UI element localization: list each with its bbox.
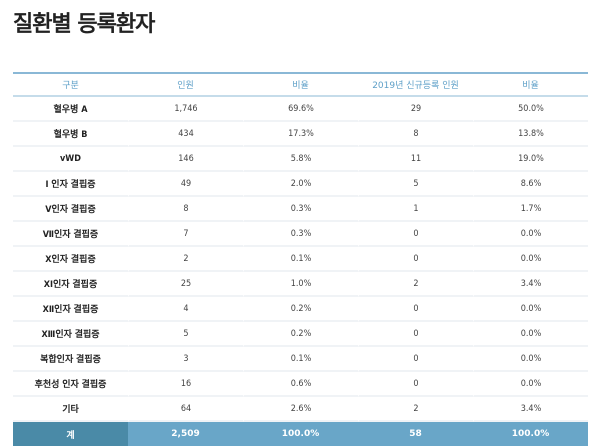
row-new-ratio: 3.4% (473, 397, 588, 422)
row-new-count: 0 (358, 222, 473, 247)
row-new-ratio: 0.0% (473, 247, 588, 272)
row-new-count: 29 (358, 97, 473, 122)
table-row: vWD 146 5.8% 11 19.0% (13, 147, 588, 172)
table-row: 후천성 인자 결핍증 16 0.6% 0 0.0% (13, 372, 588, 397)
total-new-count: 58 (358, 422, 473, 446)
row-new-count: 0 (358, 347, 473, 372)
patients-by-disease-table: 구분 인원 비율 2019년 신규등록 인원 비율 혈우병 A 1,746 69.6… (13, 72, 588, 446)
header-new-2019-count: 2019년 신규등록 인원 (358, 72, 473, 97)
row-ratio: 2.0% (243, 172, 358, 197)
row-new-ratio: 1.7% (473, 197, 588, 222)
row-new-count: 0 (358, 247, 473, 272)
row-category: ⅩⅡ인자 결핍증 (13, 297, 128, 322)
row-new-count: 0 (358, 372, 473, 397)
row-count: 4 (128, 297, 243, 322)
row-new-ratio: 50.0% (473, 97, 588, 122)
row-new-count: 0 (358, 297, 473, 322)
row-new-ratio: 13.8% (473, 122, 588, 147)
table-row: 혈우병 A 1,746 69.6% 29 50.0% (13, 97, 588, 122)
table-header-row: 구분 인원 비율 2019년 신규등록 인원 비율 (13, 72, 588, 97)
row-count: 434 (128, 122, 243, 147)
row-new-count: 1 (358, 197, 473, 222)
table-row: ⅩⅠ인자 결핍증 25 1.0% 2 3.4% (13, 272, 588, 297)
row-ratio: 0.1% (243, 347, 358, 372)
row-ratio: 0.6% (243, 372, 358, 397)
row-new-count: 11 (358, 147, 473, 172)
row-count: 1,746 (128, 97, 243, 122)
header-count: 인원 (128, 72, 243, 97)
row-ratio: 17.3% (243, 122, 358, 147)
row-new-ratio: 0.0% (473, 297, 588, 322)
row-ratio: 2.6% (243, 397, 358, 422)
row-category: ⅩⅠ인자 결핍증 (13, 272, 128, 297)
row-count: 5 (128, 322, 243, 347)
row-new-ratio: 8.6% (473, 172, 588, 197)
table-row: Ⅶ인자 결핍증 7 0.3% 0 0.0% (13, 222, 588, 247)
row-new-ratio: 19.0% (473, 147, 588, 172)
row-new-count: 2 (358, 397, 473, 422)
table-row: Ⅹ인자 결핍증 2 0.1% 0 0.0% (13, 247, 588, 272)
table-row: 복합인자 결핍증 3 0.1% 0 0.0% (13, 347, 588, 372)
row-new-ratio: 0.0% (473, 222, 588, 247)
row-ratio: 0.2% (243, 322, 358, 347)
row-category: 후천성 인자 결핍증 (13, 372, 128, 397)
header-new-ratio: 비율 (473, 72, 588, 97)
row-ratio: 69.6% (243, 97, 358, 122)
table-row: 기타 64 2.6% 2 3.4% (13, 397, 588, 422)
row-category: ⅩⅢ인자 결핍증 (13, 322, 128, 347)
table-row: ⅩⅡ인자 결핍증 4 0.2% 0 0.0% (13, 297, 588, 322)
row-new-ratio: 0.0% (473, 372, 588, 397)
row-ratio: 0.1% (243, 247, 358, 272)
total-label: 계 (13, 422, 128, 446)
total-new-ratio: 100.0% (473, 422, 588, 446)
row-category: 혈우병 B (13, 122, 128, 147)
row-count: 3 (128, 347, 243, 372)
table-row: Ⅴ인자 결핍증 8 0.3% 1 1.7% (13, 197, 588, 222)
row-category: Ⅴ인자 결핍증 (13, 197, 128, 222)
row-category: 기타 (13, 397, 128, 422)
row-new-count: 5 (358, 172, 473, 197)
row-category: Ⅹ인자 결핍증 (13, 247, 128, 272)
table-row: ⅩⅢ인자 결핍증 5 0.2% 0 0.0% (13, 322, 588, 347)
row-ratio: 0.3% (243, 222, 358, 247)
row-count: 2 (128, 247, 243, 272)
total-count: 2,509 (128, 422, 243, 446)
row-count: 64 (128, 397, 243, 422)
row-new-count: 2 (358, 272, 473, 297)
row-category: Ⅶ인자 결핍증 (13, 222, 128, 247)
row-count: 8 (128, 197, 243, 222)
page-title: 질환별 등록환자 (13, 12, 155, 37)
row-category: 혈우병 A (13, 97, 128, 122)
row-count: 7 (128, 222, 243, 247)
row-ratio: 0.2% (243, 297, 358, 322)
row-category: vWD (13, 147, 128, 172)
row-ratio: 5.8% (243, 147, 358, 172)
row-count: 16 (128, 372, 243, 397)
table-total-row: 계 2,509 100.0% 58 100.0% (13, 422, 588, 446)
row-new-ratio: 0.0% (473, 347, 588, 372)
row-category: Ⅰ 인자 결핍증 (13, 172, 128, 197)
row-new-count: 8 (358, 122, 473, 147)
row-category: 복합인자 결핍증 (13, 347, 128, 372)
row-count: 49 (128, 172, 243, 197)
header-category: 구분 (13, 72, 128, 97)
total-ratio: 100.0% (243, 422, 358, 446)
row-new-ratio: 0.0% (473, 322, 588, 347)
header-ratio: 비율 (243, 72, 358, 97)
row-ratio: 0.3% (243, 197, 358, 222)
row-new-ratio: 3.4% (473, 272, 588, 297)
row-ratio: 1.0% (243, 272, 358, 297)
table-row: 혈우병 B 434 17.3% 8 13.8% (13, 122, 588, 147)
row-new-count: 0 (358, 322, 473, 347)
table-row: Ⅰ 인자 결핍증 49 2.0% 5 8.6% (13, 172, 588, 197)
row-count: 25 (128, 272, 243, 297)
row-count: 146 (128, 147, 243, 172)
